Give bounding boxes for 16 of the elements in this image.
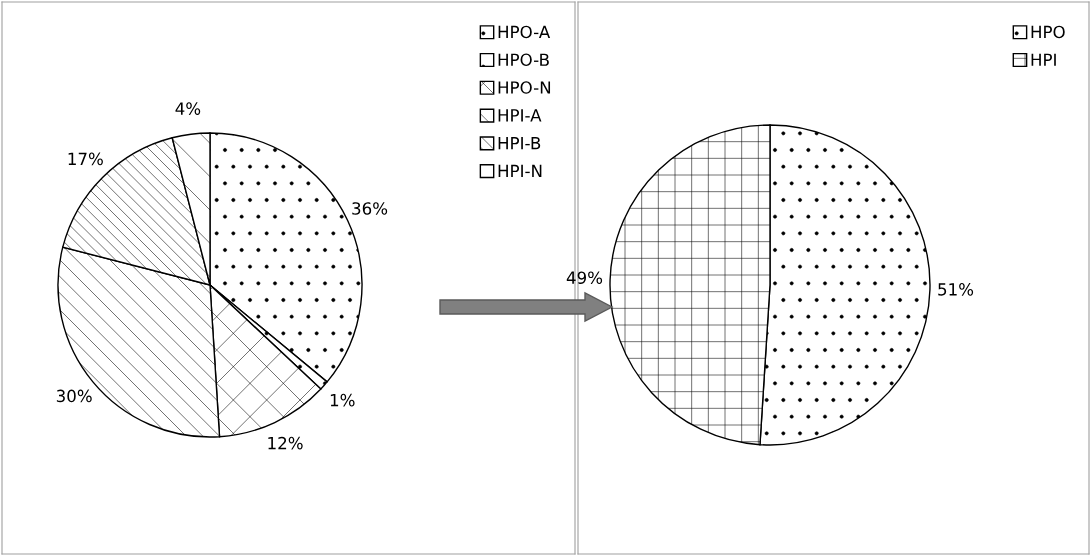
legend-label: HPI-A <box>498 109 542 122</box>
data-label: 36% <box>352 202 388 215</box>
legend-label: HPI-N <box>498 164 542 177</box>
legend-label: HPO-N <box>498 81 551 94</box>
data-label: 30% <box>56 389 92 403</box>
legend-label: HPO-B <box>498 53 549 67</box>
data-label: 4% <box>175 102 201 115</box>
legend-label: HPI-B <box>498 137 541 150</box>
legend-label: HPI <box>1031 53 1056 66</box>
data-label: 51% <box>938 283 974 296</box>
data-label: 17% <box>68 152 103 166</box>
legend-label: HPO <box>1031 25 1065 39</box>
data-label: 12% <box>268 436 303 450</box>
data-label: 1% <box>330 393 355 407</box>
legend-label: HPO-A <box>498 25 551 39</box>
data-label: 49% <box>566 271 603 285</box>
